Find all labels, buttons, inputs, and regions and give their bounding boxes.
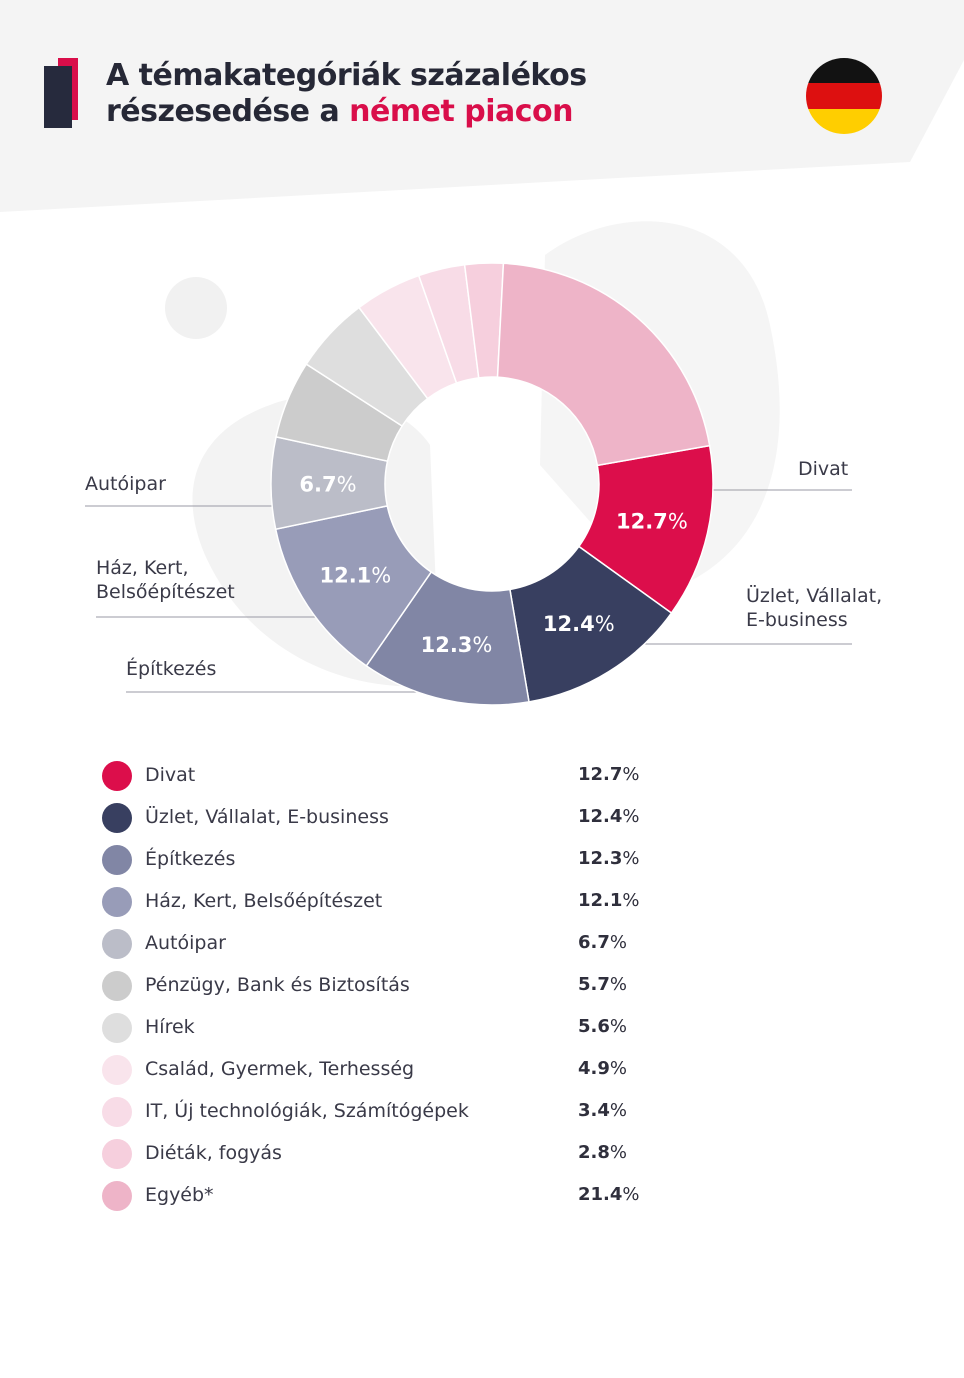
legend-item-penzugy-bank-es-biztositas: Pénzügy, Bank és Biztosítás 5.7%	[100, 964, 660, 1006]
legend-swatch	[102, 1139, 132, 1169]
legend-label: Autóipar	[145, 932, 226, 954]
title-line-2-accent: német piacon	[349, 94, 574, 129]
legend-value: 3.4%	[578, 1100, 627, 1121]
legend-label: Üzlet, Vállalat, E-business	[145, 806, 389, 828]
legend-item-autoipar: Autóipar 6.7%	[100, 922, 660, 964]
legend-value: 4.9%	[578, 1058, 627, 1079]
legend: Divat 12.7% Üzlet, Vállalat, E-business 12.…	[100, 754, 660, 1216]
legend-item-uzlet-vallalat-e-business: Üzlet, Vállalat, E-business 12.4%	[100, 796, 660, 838]
legend-label: Hírek	[145, 1016, 195, 1038]
legend-swatch	[102, 929, 132, 959]
brand-logo-icon	[44, 58, 78, 128]
legend-swatch	[102, 761, 132, 791]
legend-item-dietak-fogyas: Diéták, fogyás 2.8%	[100, 1132, 660, 1174]
legend-label: Építkezés	[145, 848, 236, 870]
legend-item-egyeb: Egyéb* 21.4%	[100, 1174, 660, 1216]
header-background	[0, 0, 964, 212]
legend-label: Ház, Kert, Belsőépítészet	[145, 890, 383, 912]
legend-value: 6.7%	[578, 932, 627, 953]
legend-swatch	[102, 1013, 132, 1043]
page-title: A témakategóriák százalékos részesedése …	[106, 58, 587, 130]
legend-label: Pénzügy, Bank és Biztosítás	[145, 974, 410, 996]
legend-value: 12.4%	[578, 806, 640, 827]
donut-chart: 12.7% 12.4% 12.3% 12.1% 6.7%	[85, 221, 852, 706]
legend-swatch	[102, 1181, 132, 1211]
legend-label: Divat	[145, 764, 196, 786]
callout-label-autoipar: Autóipar	[85, 473, 166, 495]
callout-label-divat: Divat	[798, 458, 849, 480]
legend-item-haz-kert-belsoepiteszet: Ház, Kert, Belsőépítészet 12.1%	[100, 880, 660, 922]
slice-value-label: 12.3%	[421, 633, 493, 657]
title-line-2-prefix: részesedése a	[106, 94, 350, 129]
donut-slices	[270, 262, 714, 706]
legend-swatch	[102, 887, 132, 917]
legend-swatch	[102, 1097, 132, 1127]
legend-value: 5.7%	[578, 974, 627, 995]
slice-value-label: 6.7%	[299, 472, 356, 496]
legend-item-epitkezes: Építkezés 12.3%	[100, 838, 660, 880]
callout-label-haz-kert: Ház, Kert, Belsőépítészet	[96, 557, 235, 603]
background-circle-small	[165, 277, 227, 339]
legend-item-divat: Divat 12.7%	[100, 754, 660, 796]
callout-label-epitkezes: Építkezés	[126, 658, 217, 680]
legend-label: IT, Új technológiák, Számítógépek	[145, 1100, 469, 1122]
slice-value-label: 12.4%	[543, 612, 615, 636]
legend-item-csalad-gyermek-terhesseg: Család, Gyermek, Terhesség 4.9%	[100, 1048, 660, 1090]
legend-value: 2.8%	[578, 1142, 627, 1163]
legend-item-hirek: Hírek 5.6%	[100, 1006, 660, 1048]
legend-value: 21.4%	[578, 1184, 640, 1205]
legend-label: Diéták, fogyás	[145, 1142, 282, 1164]
legend-value: 12.3%	[578, 848, 640, 869]
legend-value: 12.7%	[578, 764, 640, 785]
legend-swatch	[102, 1055, 132, 1085]
legend-label: Család, Gyermek, Terhesség	[145, 1058, 415, 1080]
slice-value-label: 12.1%	[319, 564, 391, 588]
legend-value: 12.1%	[578, 890, 640, 911]
legend-swatch	[102, 845, 132, 875]
callout-label-uzlet: Üzlet, Vállalat, E-business	[746, 585, 883, 631]
flag-band-red	[806, 83, 882, 109]
slice-value-label: 12.7%	[616, 510, 688, 534]
title-line-1: A témakategóriák százalékos	[106, 58, 587, 93]
legend-value: 5.6%	[578, 1016, 627, 1037]
german-flag-icon	[806, 58, 882, 134]
donut-slice-divat	[577, 444, 714, 615]
leader-lines	[85, 489, 852, 693]
donut-slice-egyeb	[496, 262, 711, 467]
legend-label: Egyéb*	[145, 1184, 214, 1206]
legend-swatch	[102, 971, 132, 1001]
donut-slice-labels: 12.7% 12.4% 12.3% 12.1% 6.7%	[299, 472, 687, 657]
legend-item-it-uj-technologiak-szamitogepek: IT, Új technológiák, Számítógépek 3.4%	[100, 1090, 660, 1132]
legend-swatch	[102, 803, 132, 833]
